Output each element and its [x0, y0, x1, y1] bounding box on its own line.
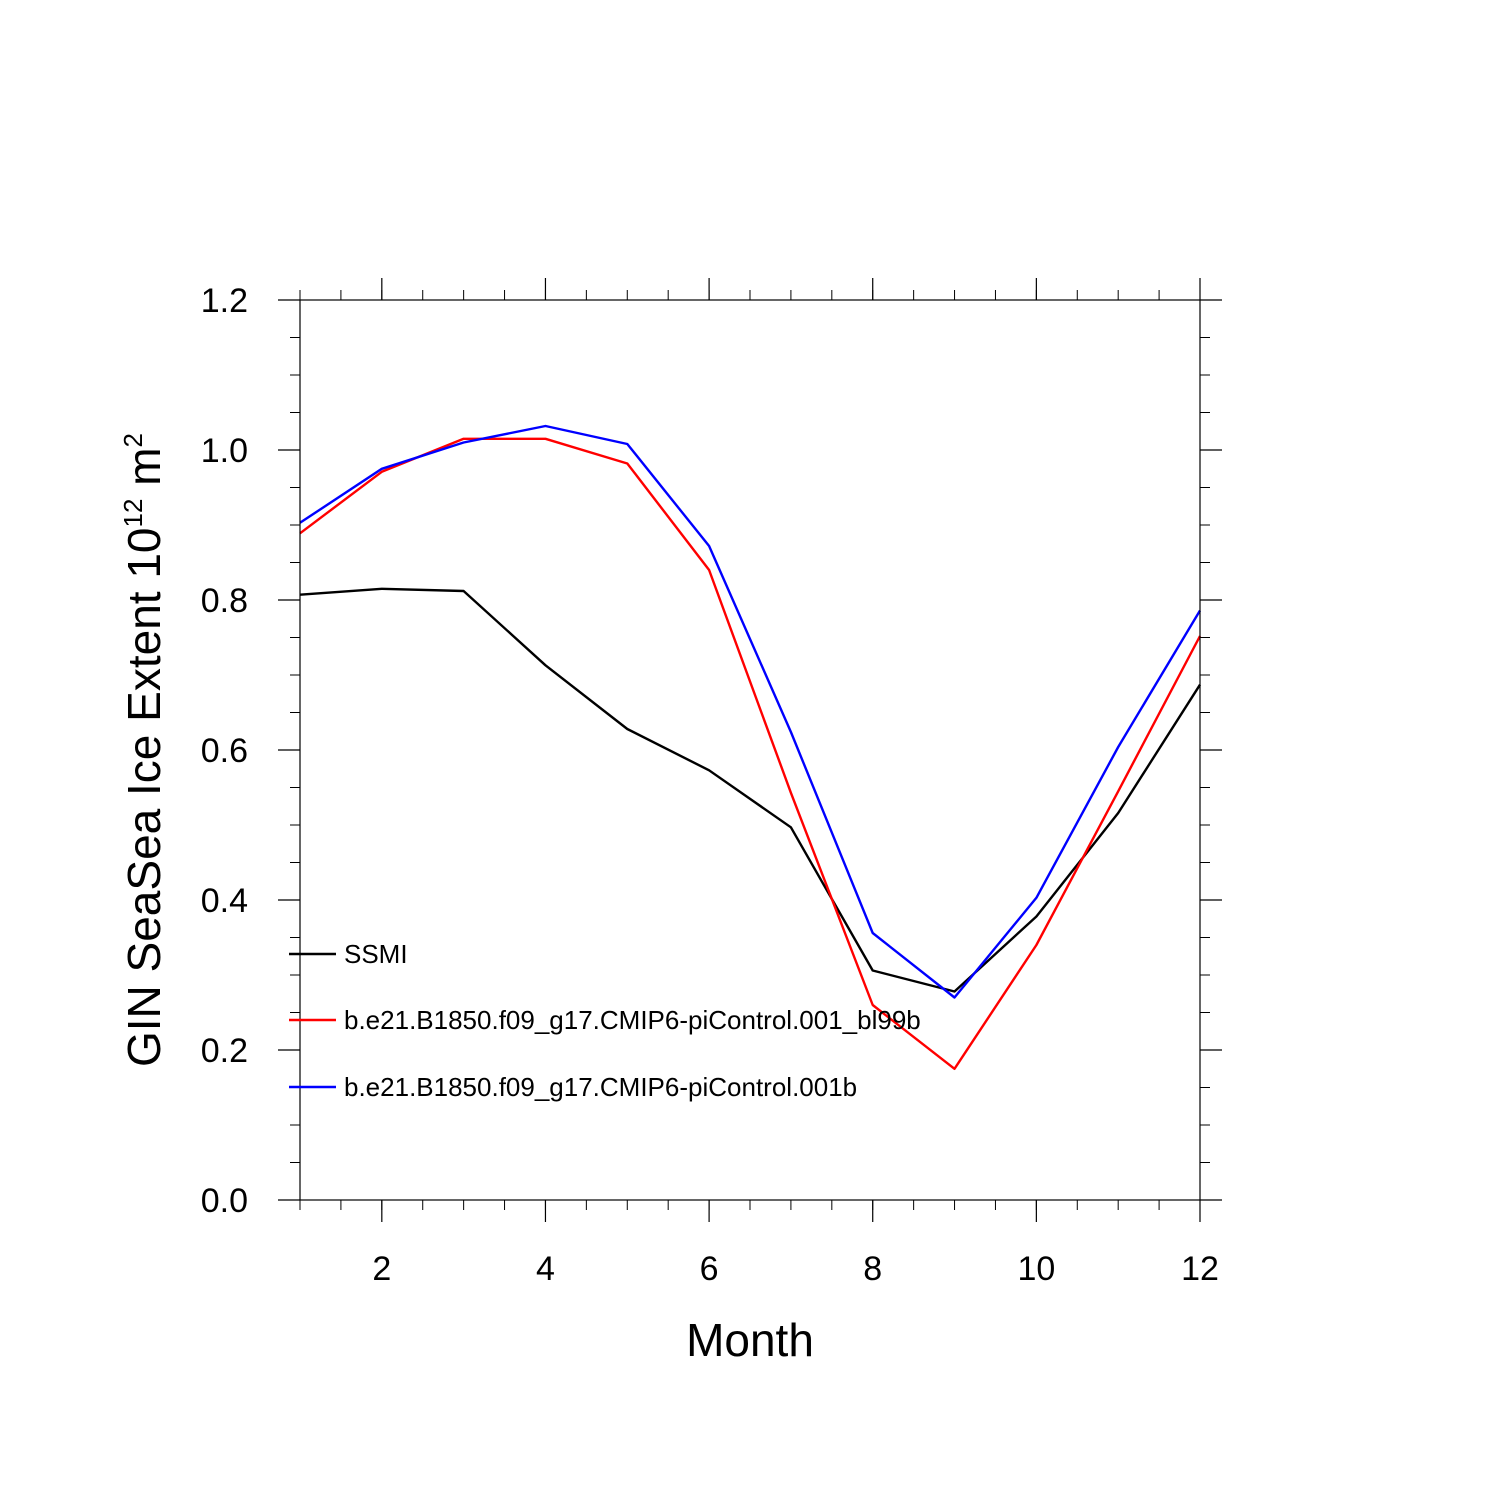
series-line [299, 437, 1202, 1071]
series-line [299, 424, 1202, 999]
y-axis-title-exponent: 12 [118, 499, 148, 528]
plot-frame [299, 299, 1201, 1201]
legend-label: b.e21.B1850.f09_g17.CMIP6-piControl.001_… [344, 1005, 921, 1035]
series-line [299, 587, 1202, 993]
y-axis-title-unit-exponent: 2 [118, 433, 148, 447]
x-tick-label: 10 [1017, 1250, 1055, 1288]
x-tick-label: 4 [536, 1250, 555, 1288]
y-tick-label: 0.8 [201, 582, 248, 620]
y-axis-title: GIN SeaSea Ice Extent 1012 m2 [118, 433, 170, 1067]
x-tick-label: 2 [372, 1250, 391, 1288]
y-axis-title-unit: m [118, 447, 170, 498]
y-tick-label: 0.2 [201, 1032, 248, 1070]
y-tick-label: 0.6 [201, 732, 248, 770]
x-tick-labels: 2 4 6 8 10 12 [372, 1250, 1219, 1288]
legend-label: b.e21.B1850.f09_g17.CMIP6-piControl.001b [344, 1072, 857, 1102]
y-tick-label: 0.4 [201, 882, 248, 920]
series-lines [299, 424, 1202, 1071]
x-tick-label: 6 [700, 1250, 719, 1288]
x-tick-label: 8 [863, 1250, 882, 1288]
y-axis-title-prefix: GIN SeaSea Ice Extent 10 [118, 527, 170, 1067]
y-tick-label: 0.0 [201, 1182, 248, 1220]
legend: SSMI b.e21.B1850.f09_g17.CMIP6-piControl.… [289, 939, 921, 1102]
legend-label: SSMI [344, 939, 408, 969]
y-tick-label: 1.0 [201, 432, 248, 470]
y-tick-label: 1.2 [201, 282, 248, 320]
y-tick-labels: 0.0 0.2 0.4 0.6 0.8 1.0 1.2 [201, 282, 248, 1220]
x-axis-title: Month [686, 1314, 814, 1366]
x-tick-label: 12 [1181, 1250, 1219, 1288]
major-ticks [278, 278, 1222, 1222]
